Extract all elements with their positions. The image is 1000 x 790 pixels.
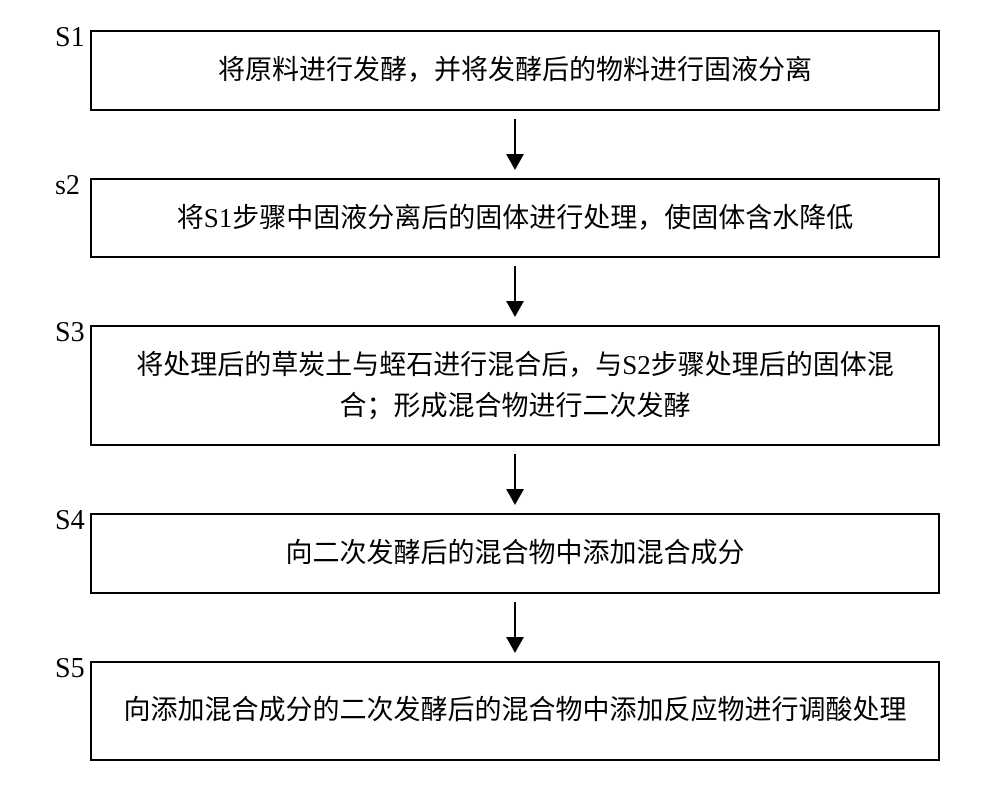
step-s2-box: 将S1步骤中固液分离后的固体进行处理，使固体含水降低 [90, 178, 940, 259]
step-s3-box: 将处理后的草炭土与蛭石进行混合后，与S2步骤处理后的固体混合；形成混合物进行二次… [90, 325, 940, 446]
step-s2-text: 将S1步骤中固液分离后的固体进行处理，使固体含水降低 [177, 198, 854, 239]
step-s5-container: S5 向添加混合成分的二次发酵后的混合物中添加反应物进行调酸处理 [60, 661, 940, 761]
step-s3-text: 将处理后的草炭土与蛭石进行混合后，与S2步骤处理后的固体混合；形成混合物进行二次… [112, 345, 918, 426]
step-s1-container: S1 将原料进行发酵，并将发酵后的物料进行固液分离 [60, 30, 940, 111]
arrow-3 [90, 446, 940, 513]
step-s5-text: 向添加混合成分的二次发酵后的混合物中添加反应物进行调酸处理 [124, 690, 907, 731]
step-s4-box: 向二次发酵后的混合物中添加混合成分 [90, 513, 940, 594]
arrow-1 [90, 111, 940, 178]
step-s3-container: S3 将处理后的草炭土与蛭石进行混合后，与S2步骤处理后的固体混合；形成混合物进… [60, 325, 940, 446]
arrow-2 [90, 258, 940, 325]
step-s1-box: 将原料进行发酵，并将发酵后的物料进行固液分离 [90, 30, 940, 111]
step-s4-container: S4 向二次发酵后的混合物中添加混合成分 [60, 513, 940, 594]
step-s1-label: S1 [55, 22, 85, 54]
step-s2-label: s2 [55, 170, 80, 202]
step-s5-label: S5 [55, 653, 85, 685]
flowchart-container: S1 将原料进行发酵，并将发酵后的物料进行固液分离 s2 将S1步骤中固液分离后… [60, 30, 940, 761]
step-s5-box: 向添加混合成分的二次发酵后的混合物中添加反应物进行调酸处理 [90, 661, 940, 761]
step-s1-text: 将原料进行发酵，并将发酵后的物料进行固液分离 [218, 50, 812, 91]
step-s4-text: 向二次发酵后的混合物中添加混合成分 [286, 533, 745, 574]
arrow-4 [90, 594, 940, 661]
step-s4-label: S4 [55, 505, 85, 537]
step-s3-label: S3 [55, 317, 85, 349]
step-s2-container: s2 将S1步骤中固液分离后的固体进行处理，使固体含水降低 [60, 178, 940, 259]
